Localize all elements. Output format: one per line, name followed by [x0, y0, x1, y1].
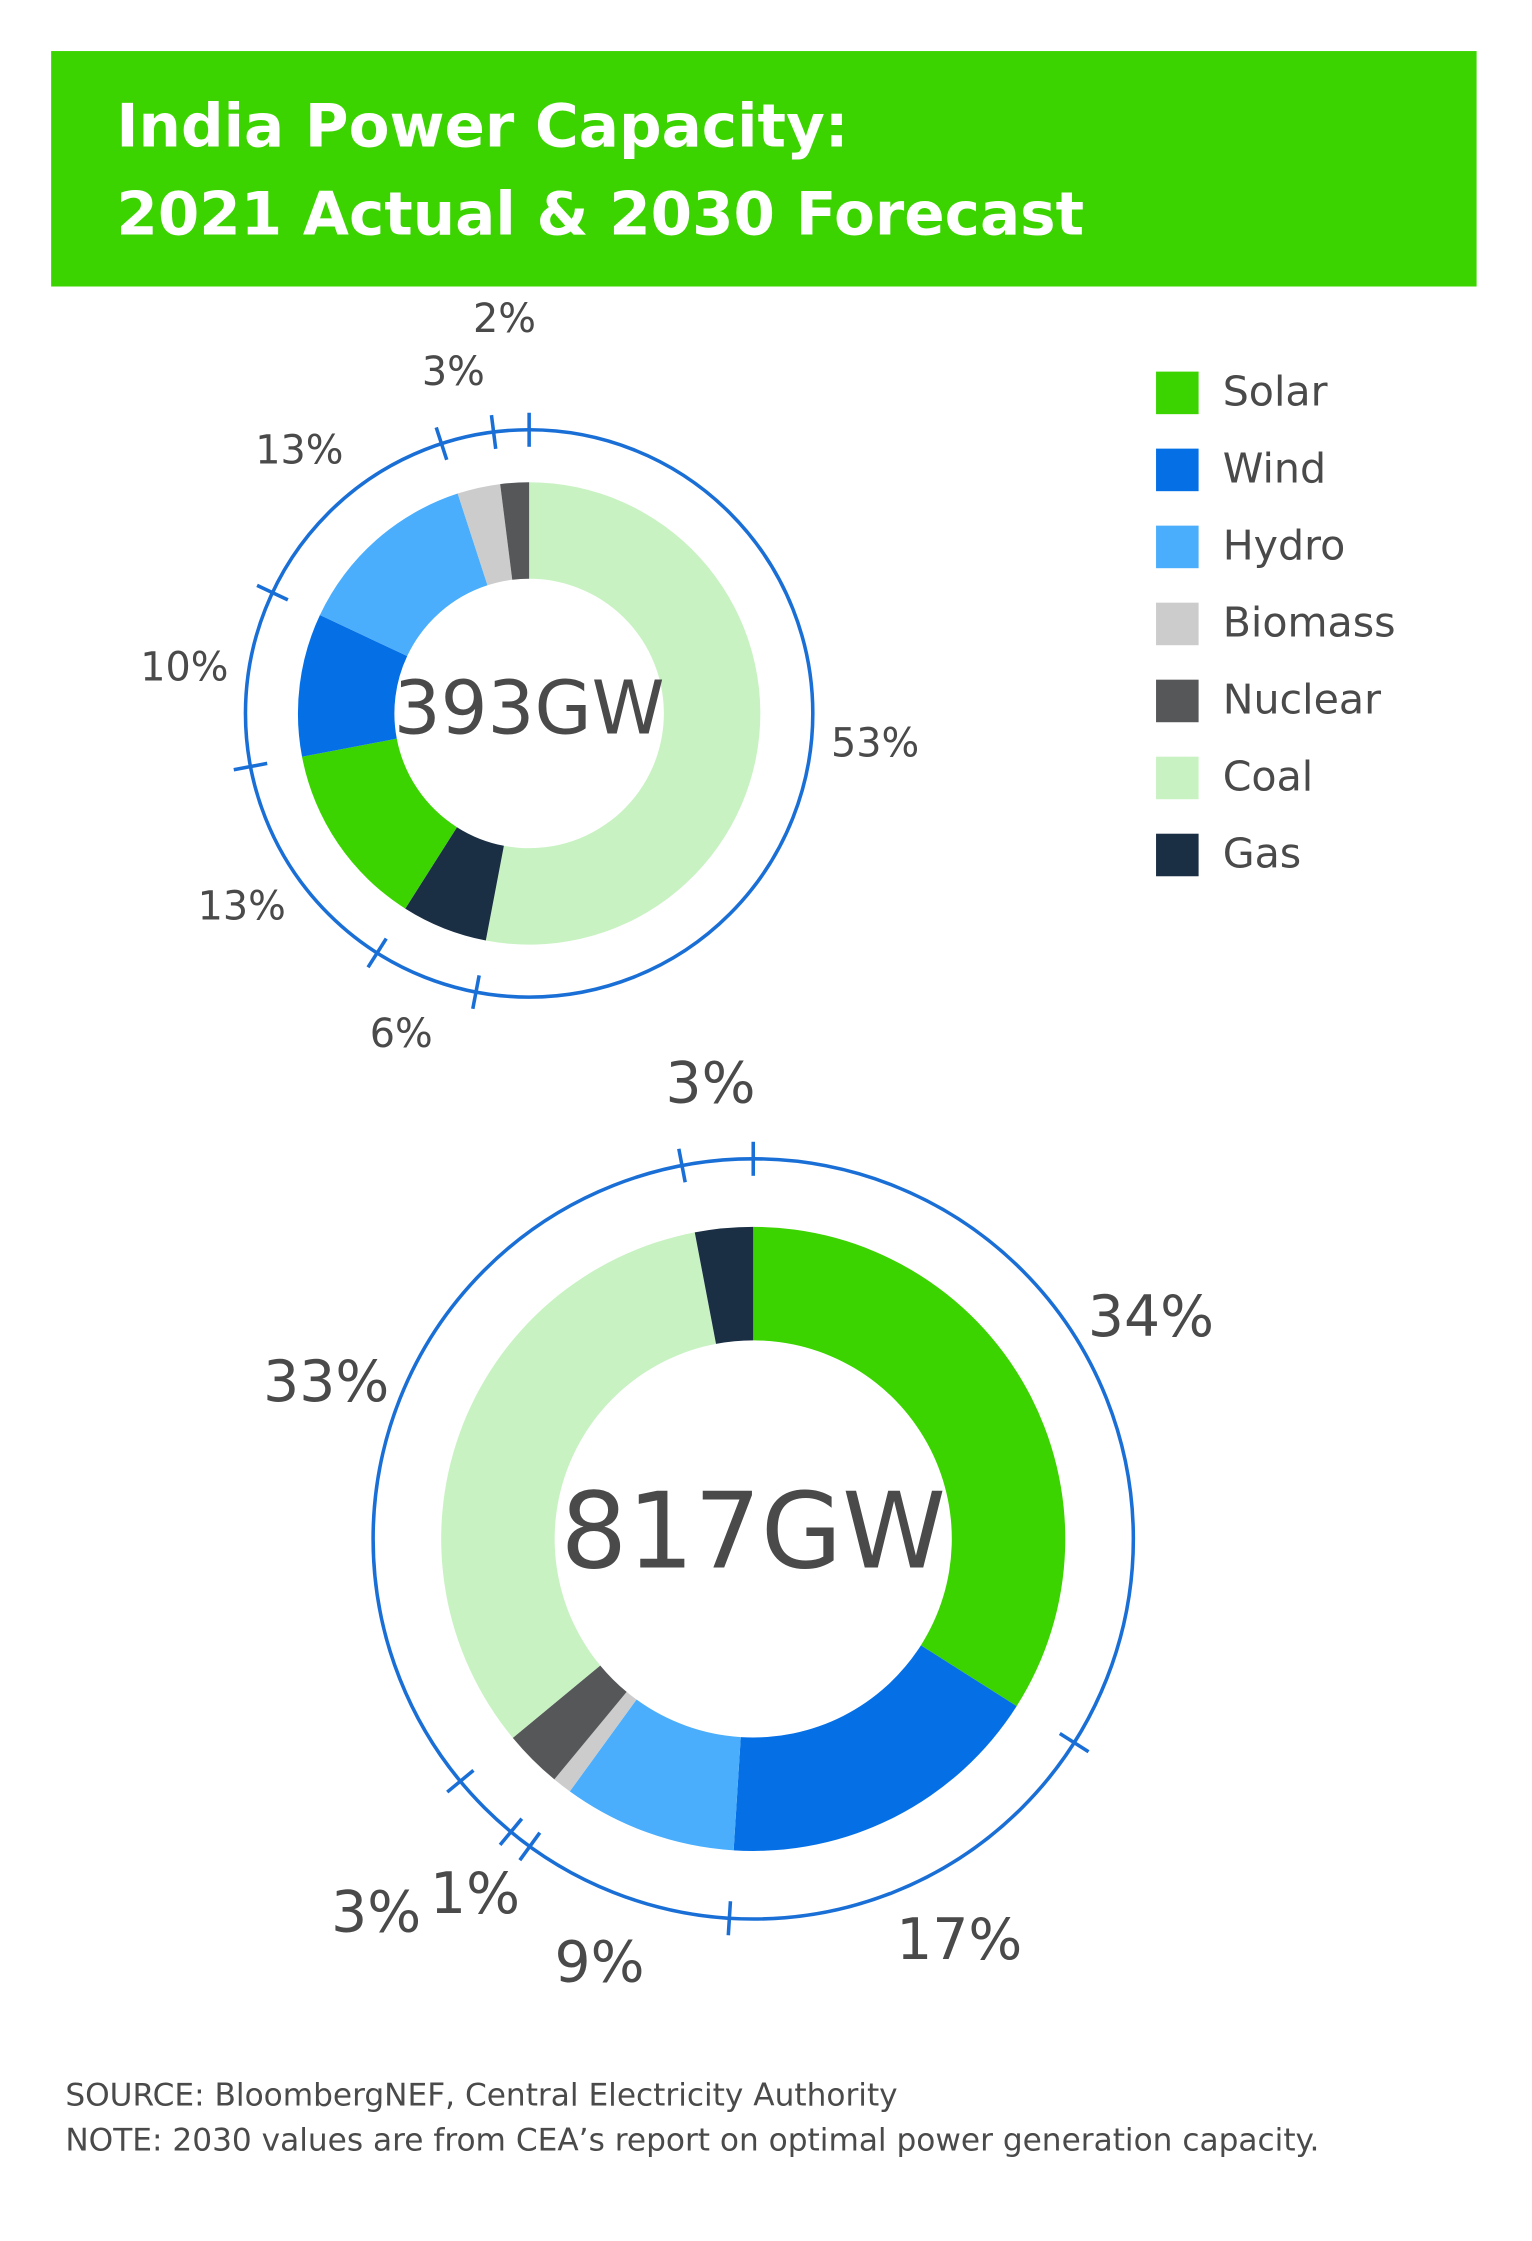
value-label: 2%: [473, 296, 536, 342]
legend-swatch: [1156, 525, 1199, 569]
note: NOTE: 2030 values are from CEA’s report …: [65, 2123, 1319, 2159]
legend-swatch: [1156, 679, 1199, 723]
slice: [319, 493, 488, 657]
legend-label: Wind: [1223, 444, 1326, 492]
center-label: 817GW: [561, 1471, 946, 1593]
source: SOURCE: BloombergNEF, Central Electricit…: [65, 2077, 897, 2113]
ring-tick: [256, 583, 289, 602]
slice: [733, 1645, 1017, 1851]
value-label: 13%: [198, 883, 286, 929]
value-label: 10%: [140, 644, 228, 690]
center-label: 393GW: [394, 666, 665, 751]
slice: [297, 614, 408, 757]
value-label: 1%: [430, 1861, 520, 1927]
value-label: 34%: [1088, 1284, 1214, 1350]
title-banner: [51, 51, 1477, 287]
slice: [500, 482, 530, 580]
legend-swatch: [1156, 448, 1199, 492]
slice: [302, 738, 457, 909]
legend-label: Biomass: [1223, 598, 1396, 646]
slice: [485, 482, 761, 945]
legend-label: Nuclear: [1223, 675, 1381, 723]
legend-swatch: [1156, 833, 1199, 877]
ring-tick: [233, 761, 268, 772]
legend-label: Solar: [1223, 367, 1328, 415]
ring-tick: [518, 1831, 542, 1862]
ring-tick: [446, 1768, 475, 1794]
slice: [441, 1232, 717, 1738]
value-label: 13%: [255, 427, 343, 473]
slice: [753, 1226, 1066, 1707]
ring-tick: [434, 426, 449, 461]
legend-label: Hydro: [1223, 521, 1346, 569]
title-line: 2021 Actual & 2030 Forecast: [116, 181, 1084, 250]
value-label: 17%: [896, 1907, 1022, 1973]
ring-tick: [1058, 1731, 1090, 1754]
ring-tick: [366, 937, 388, 969]
legend-label: Gas: [1223, 829, 1302, 877]
value-label: 33%: [263, 1349, 389, 1415]
slice: [694, 1226, 754, 1344]
value-label: 3%: [331, 1880, 421, 1946]
legend-swatch: [1156, 371, 1199, 415]
value-label: 3%: [422, 349, 485, 395]
title-line: India Power Capacity:: [116, 93, 848, 162]
value-label: 3%: [666, 1051, 756, 1117]
slice: [457, 484, 513, 586]
legend-label: Coal: [1223, 752, 1314, 800]
ring-tick: [498, 1817, 524, 1847]
slice: [405, 827, 504, 941]
value-label: 53%: [831, 721, 919, 767]
value-label: 6%: [370, 1011, 433, 1057]
legend-swatch: [1156, 602, 1199, 646]
ring-tick: [489, 414, 498, 450]
slice: [512, 1665, 627, 1780]
legend-swatch: [1156, 756, 1199, 800]
ring-tick: [726, 1901, 733, 1936]
ring-tick: [677, 1148, 687, 1183]
slice: [554, 1691, 637, 1792]
slice: [569, 1699, 741, 1851]
ring-tick: [471, 975, 481, 1010]
value-label: 9%: [554, 1930, 644, 1996]
